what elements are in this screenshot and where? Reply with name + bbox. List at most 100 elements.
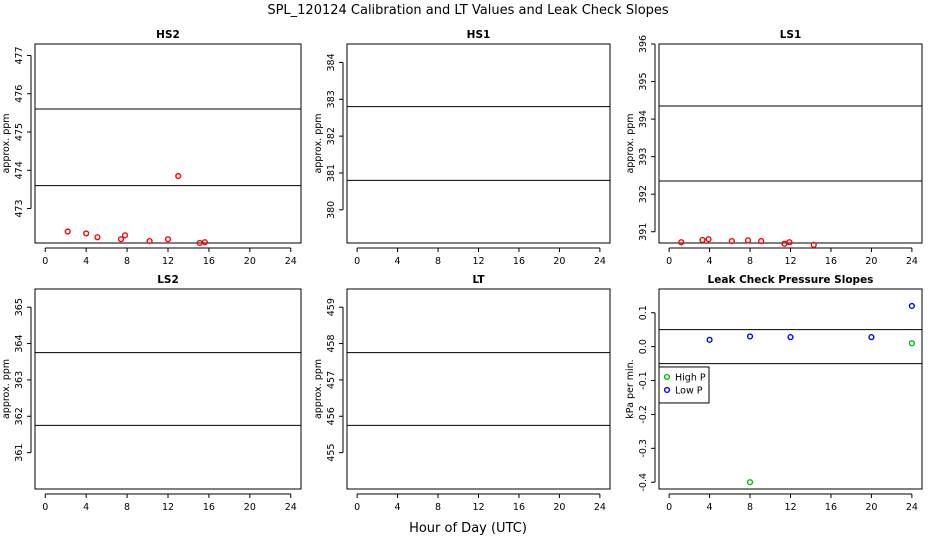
chart-panel: LT 0 4 8 12 16 20 24 455 456 457 458 459 approx. ppm [313,274,611,513]
chart-panel: Leak Check Pressure Slopes 0 4 8 12 16 20 24 -0.… [625,274,923,513]
x-tick-label: 12 [162,502,174,513]
y-tick-label: 395 [638,72,649,90]
data-point [868,334,875,341]
y-tick-label: 392 [638,185,649,203]
data-point [117,236,125,243]
x-tick-label: 0 [666,256,672,267]
data-point [728,238,735,245]
data-point [786,239,793,246]
data-point [744,237,752,244]
y-tick-label: 381 [326,164,337,182]
data-point [699,236,706,244]
x-tick-label: 8 [747,502,753,513]
chart-panel: HS1 0 4 8 12 16 20 24 380 381 382 383 384 approx. ppm [313,29,611,267]
x-tick-label: 16 [825,502,837,513]
x-tick-label: 4 [707,256,713,267]
panel-title: LS2 [157,274,179,286]
chart-panel: LS1 0 4 8 12 16 20 24 391 392 393 394 395 396 approx. … [625,29,923,267]
data-point [787,334,794,341]
x-tick-label: 4 [395,256,401,267]
legend-marker [663,386,671,394]
y-axis-label: approx. ppm [313,359,324,419]
x-tick-label: 4 [83,502,89,513]
legend-label: High P [675,372,706,383]
x-tick-label: 16 [513,502,525,513]
y-tick-label: 0.1 [638,305,649,320]
y-axis-label: kPa per min. [625,359,636,418]
data-point [705,236,712,243]
data-point [121,232,129,239]
y-tick-label: 380 [326,201,337,219]
x-tick-label: 0 [354,502,360,513]
y-tick-label: 396 [638,35,649,53]
y-tick-label: 391 [638,223,649,241]
x-tick-label: 8 [747,256,753,267]
y-tick-label: 459 [326,298,337,316]
data-point [758,238,765,245]
x-tick-label: 8 [435,502,441,513]
y-tick-label: 363 [14,371,25,389]
data-point [908,302,915,310]
x-tick-label: 20 [865,256,877,267]
panel-title: LS1 [780,29,802,41]
y-tick-label: 455 [326,444,337,462]
data-point [810,241,817,248]
legend-marker [663,373,671,381]
y-tick-label: 364 [14,334,25,352]
y-tick-label: 383 [326,90,337,108]
data-point [175,172,182,180]
x-tick-label: 16 [203,502,215,513]
data-point [678,239,685,246]
y-tick-label: 362 [14,407,25,425]
figure-title: SPL_120124 Calibration and LT Values and… [267,3,669,18]
x-tick-label: 4 [83,256,89,267]
data-point [94,234,101,241]
x-tick-label: 24 [285,256,297,267]
y-tick-label: 384 [326,53,337,71]
x-tick-label: 0 [42,502,48,513]
y-tick-label: -0.4 [638,473,649,492]
y-tick-label: 474 [14,161,25,179]
y-tick-label: -0.3 [638,439,649,458]
y-tick-label: 458 [326,334,337,352]
y-tick-label: 361 [14,444,25,462]
x-tick-label: 12 [162,256,174,267]
legend-label: Low P [675,385,703,396]
x-tick-label: 8 [124,502,130,513]
x-tick-label: 4 [395,502,401,513]
y-axis-label: approx. ppm [1,113,12,173]
data-point [83,230,90,237]
x-tick-label: 16 [513,256,525,267]
panel-title: HS2 [156,29,180,41]
x-tick-label: 20 [553,502,565,513]
x-tick-label: 20 [244,256,256,267]
y-axis-label: approx. ppm [625,113,636,173]
x-tick-label: 24 [594,256,606,267]
y-tick-label: 457 [326,371,337,389]
y-tick-label: 456 [326,407,337,425]
x-tick-label: 0 [666,502,672,513]
x-tick-label: 16 [203,256,215,267]
y-tick-label: 393 [638,148,649,166]
data-point [908,340,915,347]
plot-frame [346,43,611,244]
y-axis-label: approx. ppm [313,113,324,173]
x-tick-label: 20 [244,502,256,513]
x-tick-label: 12 [784,502,796,513]
x-tick-label: 8 [124,256,130,267]
data-point [746,333,754,340]
y-tick-label: 475 [14,123,25,141]
y-tick-label: 365 [14,298,25,316]
x-tick-label: 8 [435,256,441,267]
data-point [746,479,754,486]
panel-title: LT [472,274,485,286]
y-tick-label: 0.0 [638,339,649,354]
x-tick-label: 12 [472,256,484,267]
figure-xlabel: Hour of Day (UTC) [409,521,527,536]
x-tick-label: 24 [906,256,918,267]
plot-frame [658,43,923,244]
panel-title: Leak Check Pressure Slopes [708,274,874,286]
chart-panel: HS2 0 4 8 12 16 20 24 473 474 475 476 477 approx. ppm [1,29,302,267]
data-point [706,336,713,343]
